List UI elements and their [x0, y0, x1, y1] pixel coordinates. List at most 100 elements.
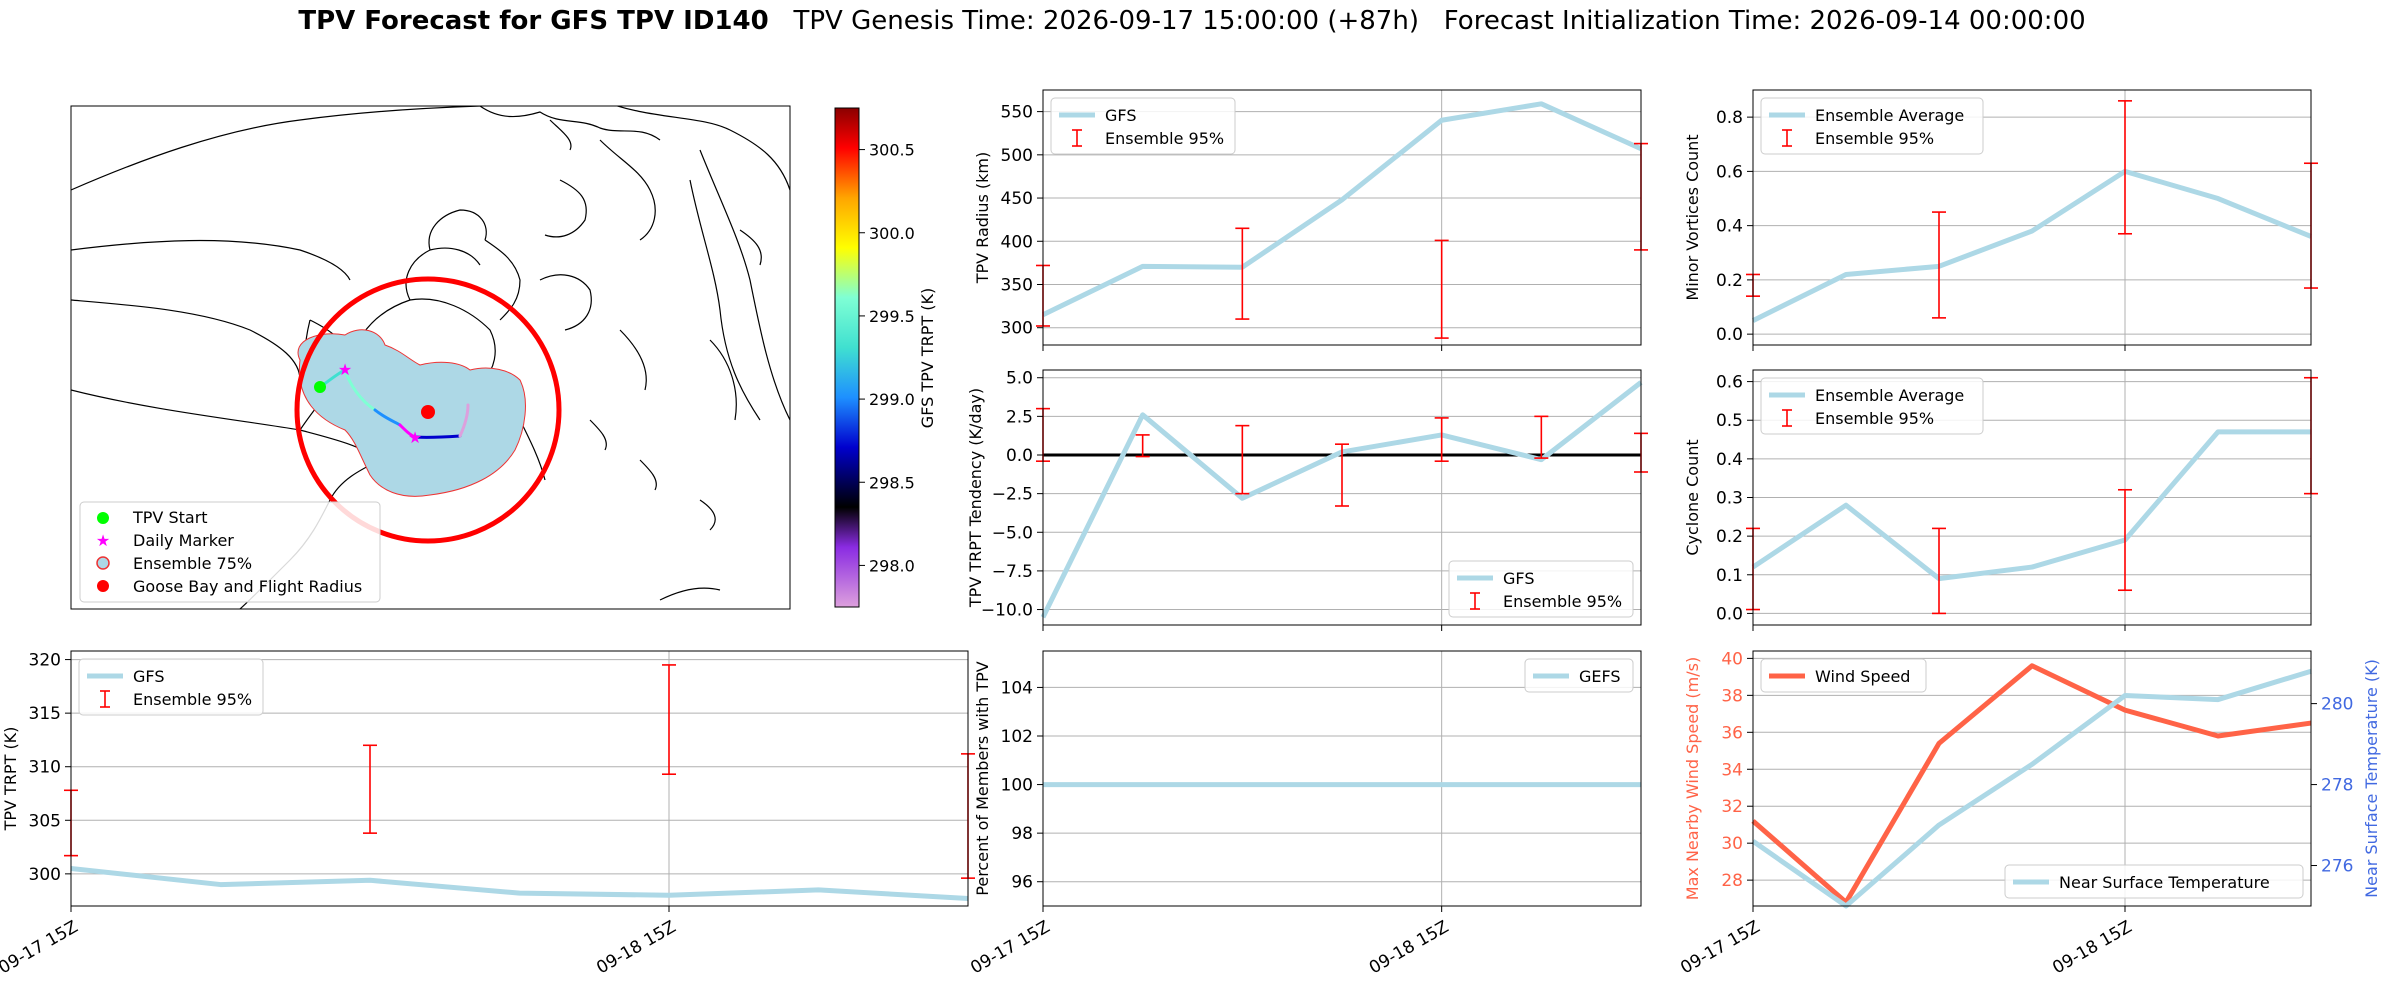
- title-init-time: Forecast Initialization Time: 2026-09-14…: [1443, 6, 2086, 36]
- legend-label: GEFS: [1579, 667, 1621, 686]
- series-line-primary: [1751, 663, 2312, 905]
- errorbar: [1434, 417, 1449, 462]
- ytick-label: −2.5: [992, 485, 1033, 505]
- ytick-label: 38: [1721, 686, 1743, 706]
- y-axis-label: TPV Radius (km): [973, 152, 992, 285]
- map-legend: TPV Start ★ Daily Marker Ensemble 75% Go…: [79, 501, 381, 603]
- legend-label: Ensemble 95%: [133, 690, 252, 709]
- ytick-label: 32: [1721, 797, 1743, 817]
- chart-trpt: 300 305 310 315 320 TPV TRPT (K) 09-17 15Z 09-1…: [0, 650, 975, 978]
- xtick-label: 09-18 15Z: [1366, 917, 1452, 978]
- y-axis-label: Cyclone Count: [1683, 439, 1702, 555]
- chart-minor: 0.0 0.2 0.4 0.6 0.8 Minor Vortices Count Ensem…: [1683, 89, 2318, 351]
- flight-radius-circle: [294, 276, 562, 544]
- ytick-label: 34: [1721, 760, 1743, 780]
- errorbar: [1335, 443, 1349, 507]
- errorbar: [1135, 434, 1150, 458]
- colorbar-gradient: [834, 107, 860, 608]
- ytick-label: 300: [1001, 319, 1033, 339]
- legend-box: [1050, 97, 1236, 155]
- legend-label: Ensemble 95%: [1815, 409, 1934, 428]
- ytick-right-label: 278: [2321, 776, 2353, 796]
- colorbar-tick-label: 298.5: [869, 473, 915, 492]
- legend-box: [78, 658, 264, 716]
- ytick-label: 104: [1001, 678, 1033, 698]
- ytick-label: 400: [1001, 232, 1033, 252]
- ytick-label: 100: [1001, 776, 1033, 796]
- chart-legend: Wind Speed Near Surface Temperature: [1760, 658, 2304, 899]
- legend-label: Ensemble 95%: [1105, 129, 1224, 148]
- y-axis-label: TPV TRPT Tendency (K/day): [966, 388, 985, 608]
- ytick-label: 98: [1011, 824, 1033, 844]
- chart-percent: 96 98 100 102 104 Percent of Members with TPV…: [967, 650, 1642, 978]
- series-line-primary: [70, 866, 969, 901]
- plot-frame: [1042, 369, 1642, 626]
- plot-frame: [1042, 650, 1642, 907]
- ytick-label: −7.5: [992, 562, 1033, 582]
- xtick-label: 09-17 15Z: [967, 917, 1053, 978]
- ytick-label: 0.2: [1716, 271, 1743, 291]
- errorbar: [662, 664, 676, 776]
- errorbar: [1235, 227, 1250, 320]
- chart-legend: Ensemble Average Ensemble 95%: [1760, 97, 1984, 155]
- tpv-track: [318, 368, 470, 439]
- ytick-label: 96: [1011, 873, 1033, 893]
- goose-bay-marker: [421, 405, 435, 419]
- chart-tendency: −10.0 −7.5 −5.0 −2.5 0.0 2.5 5.0 TPV TRPT Tende…: [966, 369, 1648, 631]
- ytick-label: 300: [29, 865, 61, 885]
- ytick-label: 310: [29, 758, 61, 778]
- ytick-label: 315: [29, 704, 61, 724]
- series-line-primary: [1751, 429, 2311, 582]
- daily-marker-star: ★: [338, 360, 352, 379]
- legend-label: Near Surface Temperature: [2059, 873, 2270, 892]
- map-panel: ★ ★ TPV Start ★ Daily Marker Ensemble 75…: [70, 105, 937, 610]
- colorbar-tick-label: 300.5: [869, 141, 915, 160]
- map-legend-label: Goose Bay and Flight Radius: [133, 577, 362, 596]
- legend-box: [1448, 560, 1634, 618]
- legend-box: [1524, 658, 1634, 693]
- ytick-label: 0.2: [1716, 527, 1743, 547]
- ytick-label: 30: [1721, 834, 1743, 854]
- errorbar: [1235, 424, 1250, 495]
- errorbar: [1932, 527, 1946, 615]
- ytick-label: 0.3: [1716, 489, 1743, 509]
- errorbar: [363, 744, 377, 834]
- plot-frame: [70, 650, 969, 907]
- errorbar: [2118, 488, 2132, 592]
- legend-label: GFS: [133, 667, 164, 686]
- ytick-label: 0.6: [1716, 373, 1743, 393]
- y-axis-label: Minor Vortices Count: [1683, 134, 1702, 300]
- ytick-label: 28: [1721, 871, 1743, 891]
- ytick-right-label: 276: [2321, 857, 2353, 877]
- ytick-label: 0.4: [1716, 217, 1743, 237]
- errorbar: [1534, 415, 1549, 459]
- colorbar-ticks: 298.0 298.5 299.0 299.5 300.0 300.5: [859, 141, 915, 575]
- legend-ensemble-icon: [96, 556, 110, 570]
- daily-marker-star: ★: [408, 428, 422, 447]
- ytick-label: 500: [1001, 146, 1033, 166]
- ytick-label: 0.4: [1716, 450, 1743, 470]
- series-line-primary: [1751, 168, 2312, 323]
- ytick-label: 5.0: [1006, 369, 1033, 389]
- plot-frame: [1042, 89, 1642, 346]
- xtick-label: 09-18 15Z: [2049, 917, 2135, 978]
- xtick-label: 09-17 15Z: [0, 917, 82, 978]
- legend-box: [1760, 658, 1927, 693]
- legend-start-icon: [97, 512, 109, 524]
- legend-box: [1760, 377, 1984, 435]
- legend-box: [2004, 864, 2304, 899]
- legend-box: [1760, 97, 1984, 155]
- chart-legend: GFS Ensemble 95%: [78, 658, 264, 716]
- colorbar-tick-label: 299.5: [869, 307, 915, 326]
- ytick-label: 2.5: [1006, 407, 1033, 427]
- legend-label: GFS: [1503, 569, 1534, 588]
- ytick-label: −5.0: [992, 523, 1033, 543]
- title-genesis-time: TPV Genesis Time: 2026-09-17 15:00:00 (+…: [793, 6, 1419, 36]
- legend-label: Ensemble Average: [1815, 106, 1964, 125]
- chart-cyclone: 0.0 0.1 0.2 0.3 0.4 0.5 0.6 Cyclone Count Ensemb…: [1683, 369, 2318, 631]
- ytick-label: 305: [29, 811, 61, 831]
- colorbar-tick-label: 298.0: [869, 556, 915, 575]
- legend-goosebay-icon: [97, 580, 109, 592]
- ytick-label: 350: [1001, 275, 1033, 295]
